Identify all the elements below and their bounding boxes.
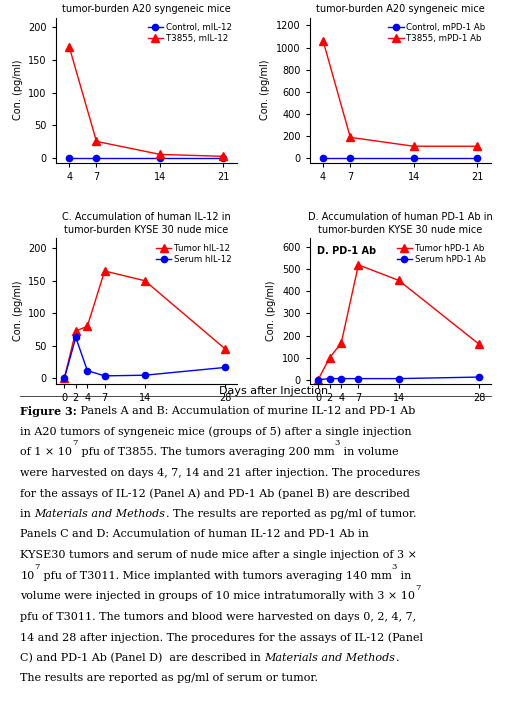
Text: C) and PD-1 Ab (Panel D)  are described in: C) and PD-1 Ab (Panel D) are described i… — [20, 653, 264, 663]
Y-axis label: Con. (pg/ml): Con. (pg/ml) — [13, 281, 23, 341]
Text: for the assays of IL-12 (Panel A) and PD-1 Ab (panel B) are described: for the assays of IL-12 (Panel A) and PD… — [20, 488, 410, 498]
Text: volume were injected in groups of 10 mice intratumorally with 3 × 10: volume were injected in groups of 10 mic… — [20, 591, 415, 601]
Title: D. Accumulation of human PD-1 Ab in
tumor-burden KYSE 30 nude mice: D. Accumulation of human PD-1 Ab in tumo… — [307, 213, 491, 235]
Text: 3: 3 — [334, 439, 339, 448]
Text: D. PD-1 Ab: D. PD-1 Ab — [316, 246, 375, 256]
Title: A. Accumulation of murine IL-12 in
tumor-burden A20 syngeneic mice: A. Accumulation of murine IL-12 in tumor… — [62, 0, 230, 14]
Text: 3: 3 — [391, 563, 396, 571]
Text: of 1 × 10: of 1 × 10 — [20, 447, 72, 457]
Text: Panels C and D: Accumulation of human IL-12 and PD-1 Ab in: Panels C and D: Accumulation of human IL… — [20, 529, 368, 539]
Text: in A20 tumors of syngeneic mice (groups of 5) after a single injection: in A20 tumors of syngeneic mice (groups … — [20, 427, 411, 437]
Text: .: . — [395, 653, 398, 663]
Text: in: in — [20, 509, 34, 519]
Text: KYSE30 tumors and serum of nude mice after a single injection of 3 ×: KYSE30 tumors and serum of nude mice aft… — [20, 550, 417, 560]
Text: pfu of T3011. Mice implanted with tumors averaging 140 mm: pfu of T3011. Mice implanted with tumors… — [40, 570, 391, 581]
Text: pfu of T3855. The tumors averaging 200 mm: pfu of T3855. The tumors averaging 200 m… — [77, 447, 334, 457]
Legend: Control, mIL-12, T3855, mIL-12: Control, mIL-12, T3855, mIL-12 — [146, 22, 232, 44]
Y-axis label: Con. (pg/ml): Con. (pg/ml) — [266, 281, 276, 341]
Title: B. Accumulation of murine PD-1 Ab in
tumor-burden A20 syngeneic mice: B. Accumulation of murine PD-1 Ab in tum… — [308, 0, 491, 14]
Text: The results are reported as pg/ml of serum or tumor.: The results are reported as pg/ml of ser… — [20, 674, 318, 684]
Legend: Control, mPD-1 Ab, T3855, mPD-1 Ab: Control, mPD-1 Ab, T3855, mPD-1 Ab — [387, 22, 485, 44]
Text: . The results are reported as pg/ml of tumor.: . The results are reported as pg/ml of t… — [165, 509, 415, 519]
Text: Figure 3:: Figure 3: — [20, 406, 77, 417]
Text: Materials and Methods: Materials and Methods — [264, 653, 395, 663]
Text: Days after Injection: Days after Injection — [218, 386, 327, 396]
Y-axis label: Con. (pg/ml): Con. (pg/ml) — [260, 60, 270, 120]
Text: 7: 7 — [415, 584, 420, 591]
Y-axis label: Con. (pg/ml): Con. (pg/ml) — [13, 60, 23, 120]
Text: 14 and 28 after injection. The procedures for the assays of IL-12 (Panel: 14 and 28 after injection. The procedure… — [20, 632, 422, 643]
Text: in: in — [396, 570, 411, 581]
Legend: Tumor hIL-12, Serum hIL-12: Tumor hIL-12, Serum hIL-12 — [155, 243, 232, 265]
Title: C. Accumulation of human IL-12 in
tumor-burden KYSE 30 nude mice: C. Accumulation of human IL-12 in tumor-… — [62, 213, 230, 235]
Text: Panels A and B: Accumulation of murine IL-12 and PD-1 Ab: Panels A and B: Accumulation of murine I… — [77, 406, 415, 416]
Text: 10: 10 — [20, 570, 34, 581]
Text: pfu of T3011. The tumors and blood were harvested on days 0, 2, 4, 7,: pfu of T3011. The tumors and blood were … — [20, 612, 416, 622]
Text: in volume: in volume — [339, 447, 397, 457]
Legend: Tumor hPD-1 Ab, Serum hPD-1 Ab: Tumor hPD-1 Ab, Serum hPD-1 Ab — [395, 243, 485, 265]
Text: Materials and Methods: Materials and Methods — [34, 509, 165, 519]
Text: 7: 7 — [34, 563, 40, 571]
Text: 7: 7 — [72, 439, 77, 448]
Text: were harvested on days 4, 7, 14 and 21 after injection. The procedures: were harvested on days 4, 7, 14 and 21 a… — [20, 467, 420, 477]
